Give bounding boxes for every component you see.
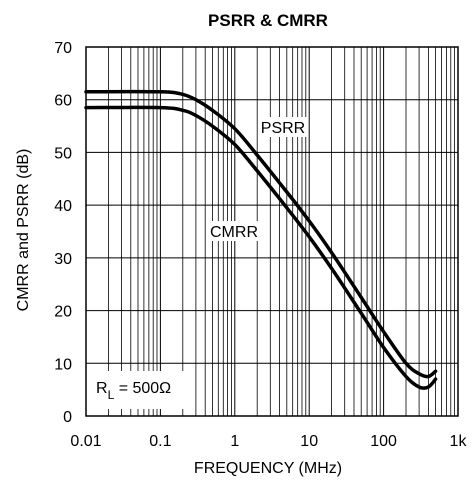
y-tick-label: 60: [54, 93, 72, 110]
load-resistance-text: RL = 500Ω: [96, 380, 171, 402]
plot-area-border: [85, 46, 459, 417]
psrr-curve: [84, 89, 438, 379]
cmrr-label-text: CMRR: [210, 224, 258, 241]
x-axis-label: FREQUENCY (MHz): [194, 460, 342, 477]
y-tick-label: 20: [54, 304, 72, 321]
cmrr-curve: [84, 105, 438, 390]
y-tick-label: 30: [54, 251, 72, 268]
x-tick-label: 10: [300, 433, 318, 450]
psrr-label: PSRR: [258, 117, 308, 137]
y-tick-label: 40: [54, 198, 72, 215]
y-tick-label: 50: [54, 145, 72, 162]
y-tick-label: 0: [63, 409, 72, 426]
y-tick-label: 10: [54, 356, 72, 373]
psrr-label-background: [258, 117, 308, 137]
series-labels: PSRR CMRR RL = 500Ω: [92, 117, 308, 409]
load-resistance-background: [92, 371, 192, 409]
x-tick-label: 1: [230, 433, 239, 450]
load-resistance-annotation: RL = 500Ω: [92, 371, 192, 409]
psrr-label-text: PSRR: [261, 120, 305, 137]
x-tick-label: 1k: [450, 433, 468, 450]
y-tick-labels: 0 10 20 30 40 50 60 70: [54, 40, 72, 426]
y-axis-label: CMRR and PSRR (dB): [15, 149, 32, 312]
y-tick-label: 70: [54, 40, 72, 57]
x-tick-labels: 0.01 0.1 1 10 100 1k: [70, 433, 467, 450]
chart-title: PSRR & CMRR: [208, 11, 328, 30]
series-curves: [84, 89, 438, 390]
cmrr-label-background: [209, 221, 259, 241]
x-tick-label: 0.1: [149, 433, 171, 450]
cmrr-label: CMRR: [209, 221, 259, 241]
x-tick-label: 0.01: [70, 433, 101, 450]
x-tick-label: 100: [370, 433, 397, 450]
